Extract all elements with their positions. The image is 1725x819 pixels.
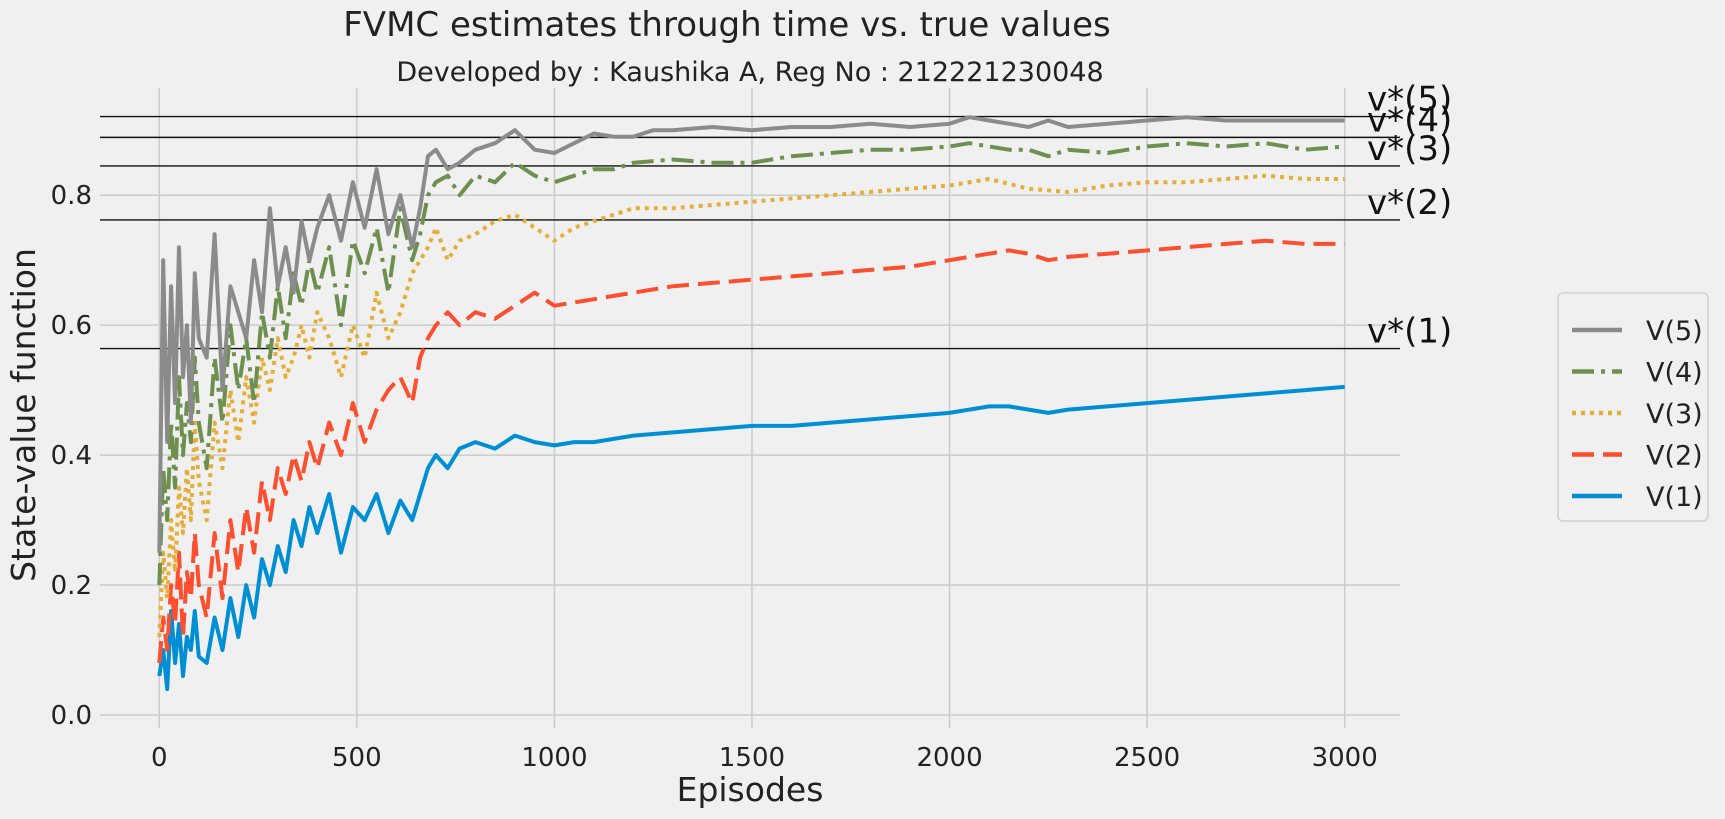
legend-label: V(2) <box>1646 441 1703 472</box>
gridlines <box>100 88 1400 728</box>
series-lines <box>157 115 1345 691</box>
x-tick-label: 500 <box>332 743 382 773</box>
true-value-label: v*(1) <box>1367 312 1452 352</box>
chart-title: FVMC estimates through time vs. true val… <box>343 5 1110 45</box>
chart-subtitle: Developed by : Kaushika A, Reg No : 2122… <box>396 57 1103 88</box>
series-line <box>157 141 1345 586</box>
series-line <box>157 115 1345 553</box>
true-value-lines <box>100 115 1400 350</box>
legend-label: V(4) <box>1646 358 1703 389</box>
tick-labels: 0 500 1000 1500 2000 2500 3000 0.0 0.2 0.4 0.6 0.8 <box>51 181 1378 773</box>
true-value-label: v*(5) <box>1367 80 1452 120</box>
y-axis-label: State-value function <box>4 248 43 582</box>
x-tick-label: 1500 <box>719 743 785 773</box>
true-value-label: v*(3) <box>1367 129 1452 169</box>
x-tick-label: 3000 <box>1312 743 1378 773</box>
y-tick-label: 0.4 <box>51 441 92 471</box>
y-tick-label: 0.2 <box>51 571 92 601</box>
true-value-labels: v*(5)v*(4)v*(3) v*(2) v*(1) <box>1367 80 1452 352</box>
series-line <box>157 173 1345 638</box>
true-value-label: v*(2) <box>1367 183 1452 223</box>
y-tick-label: 0.8 <box>51 181 92 211</box>
series-line <box>157 384 1345 691</box>
x-tick-label: 1000 <box>521 743 587 773</box>
legend-label: V(5) <box>1646 316 1703 347</box>
x-axis-label: Episodes <box>677 770 824 809</box>
y-tick-label: 0.0 <box>51 701 92 731</box>
x-tick-label: 0 <box>151 743 168 773</box>
legend: V(5) V(4) V(3) V(2) V(1) <box>1557 292 1709 522</box>
legend-label: V(1) <box>1646 482 1703 513</box>
legend-label: V(3) <box>1646 399 1703 430</box>
x-tick-label: 2000 <box>916 743 982 773</box>
legend-box <box>1557 292 1709 522</box>
x-tick-label: 2500 <box>1114 743 1180 773</box>
true-value-label: v*(4) <box>1367 100 1452 140</box>
y-tick-label: 0.6 <box>51 311 92 341</box>
series-line <box>157 238 1345 664</box>
